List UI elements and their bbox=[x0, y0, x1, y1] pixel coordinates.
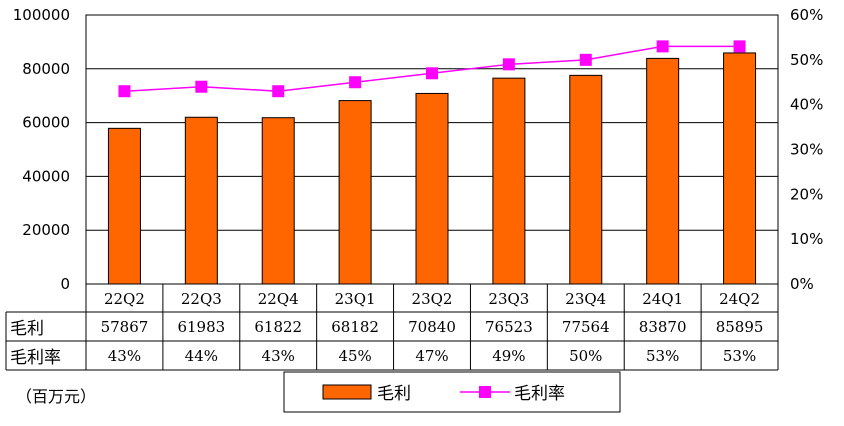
bar-series-gross-profit bbox=[107, 52, 757, 285]
bar-22Q2 bbox=[107, 127, 141, 285]
left-tick-label: 20000 bbox=[22, 221, 70, 239]
table-cell: 61822 bbox=[254, 318, 302, 336]
category-label: 23Q3 bbox=[488, 290, 529, 308]
right-tick-label: 50% bbox=[790, 51, 823, 69]
bar-24Q2 bbox=[723, 52, 757, 285]
right-axis-ticks: 0% 10% 20% 30% 40% 50% 60% bbox=[790, 6, 823, 293]
bar-23Q3 bbox=[492, 77, 526, 285]
legend-swatch-bar bbox=[322, 384, 372, 400]
category-label: 23Q4 bbox=[565, 290, 606, 308]
table-cell: 83870 bbox=[639, 318, 687, 336]
right-tick-label: 60% bbox=[790, 6, 823, 24]
category-label: 23Q1 bbox=[335, 290, 376, 308]
left-tick-label: 100000 bbox=[13, 6, 70, 24]
margin-point-23Q1 bbox=[349, 76, 362, 89]
table-cell: 45% bbox=[338, 347, 371, 365]
category-label: 22Q2 bbox=[104, 290, 145, 308]
bar-24Q1 bbox=[646, 57, 680, 285]
table-cell: 77564 bbox=[562, 318, 610, 336]
table-row-label: 毛利 bbox=[10, 319, 44, 339]
bar-23Q4 bbox=[569, 74, 603, 285]
bar-22Q4 bbox=[261, 117, 295, 285]
table-cell: 61983 bbox=[177, 318, 225, 336]
bar-23Q2 bbox=[415, 92, 449, 285]
margin-point-22Q3 bbox=[195, 80, 208, 93]
margin-point-23Q3 bbox=[502, 58, 515, 71]
category-label: 22Q3 bbox=[181, 290, 222, 308]
table-cell: 70840 bbox=[408, 318, 456, 336]
table-cell: 50% bbox=[569, 347, 602, 365]
table-cell: 44% bbox=[185, 347, 218, 365]
left-tick-label: 0 bbox=[60, 275, 70, 293]
right-tick-label: 20% bbox=[790, 185, 823, 203]
left-tick-label: 80000 bbox=[22, 60, 70, 78]
table-row-label: 毛利率 bbox=[10, 348, 61, 368]
data-table: 22Q2 22Q3 22Q4 23Q1 23Q2 23Q3 23Q4 24Q1 24Q2 毛利毛利… bbox=[5, 284, 779, 371]
table-cell: 68182 bbox=[331, 318, 379, 336]
table-cell: 53% bbox=[646, 347, 679, 365]
category-label: 24Q2 bbox=[719, 290, 760, 308]
table-cell: 85895 bbox=[716, 318, 764, 336]
margin-point-23Q4 bbox=[579, 53, 592, 66]
margin-point-23Q2 bbox=[426, 67, 438, 80]
margin-point-24Q2 bbox=[733, 40, 746, 53]
left-tick-label: 40000 bbox=[22, 167, 70, 185]
left-axis-ticks: 0 20000 40000 60000 80000 100000 bbox=[13, 6, 70, 293]
category-label: 23Q2 bbox=[412, 290, 453, 308]
right-tick-label: 40% bbox=[790, 96, 823, 114]
category-label: 22Q4 bbox=[258, 290, 299, 308]
line-series-gross-margin bbox=[118, 40, 746, 98]
table-cell: 76523 bbox=[485, 318, 533, 336]
table-cell: 43% bbox=[262, 347, 295, 365]
table-cell: 57867 bbox=[101, 318, 149, 336]
legend-swatch-marker bbox=[479, 386, 491, 398]
legend-label: 毛利率 bbox=[514, 384, 565, 404]
bar-22Q3 bbox=[184, 116, 218, 285]
legend-label: 毛利 bbox=[377, 384, 411, 404]
table-cell: 53% bbox=[723, 347, 756, 365]
table-cell: 47% bbox=[415, 347, 448, 365]
left-tick-label: 60000 bbox=[22, 114, 70, 132]
margin-point-24Q1 bbox=[656, 40, 669, 53]
bar-23Q1 bbox=[338, 100, 372, 285]
plot-frame bbox=[85, 14, 779, 285]
category-label: 24Q1 bbox=[642, 290, 683, 308]
table-cell: 43% bbox=[108, 347, 141, 365]
table-cell: 49% bbox=[492, 347, 525, 365]
margin-point-22Q4 bbox=[272, 85, 285, 98]
margin-point-22Q2 bbox=[118, 85, 131, 98]
right-tick-label: 30% bbox=[790, 141, 823, 159]
plot-border bbox=[85, 14, 779, 285]
legend: 毛利 毛利率 bbox=[283, 371, 621, 413]
right-tick-label: 0% bbox=[790, 275, 814, 293]
unit-note: （百万元） bbox=[16, 387, 97, 406]
right-tick-label: 10% bbox=[790, 230, 823, 248]
